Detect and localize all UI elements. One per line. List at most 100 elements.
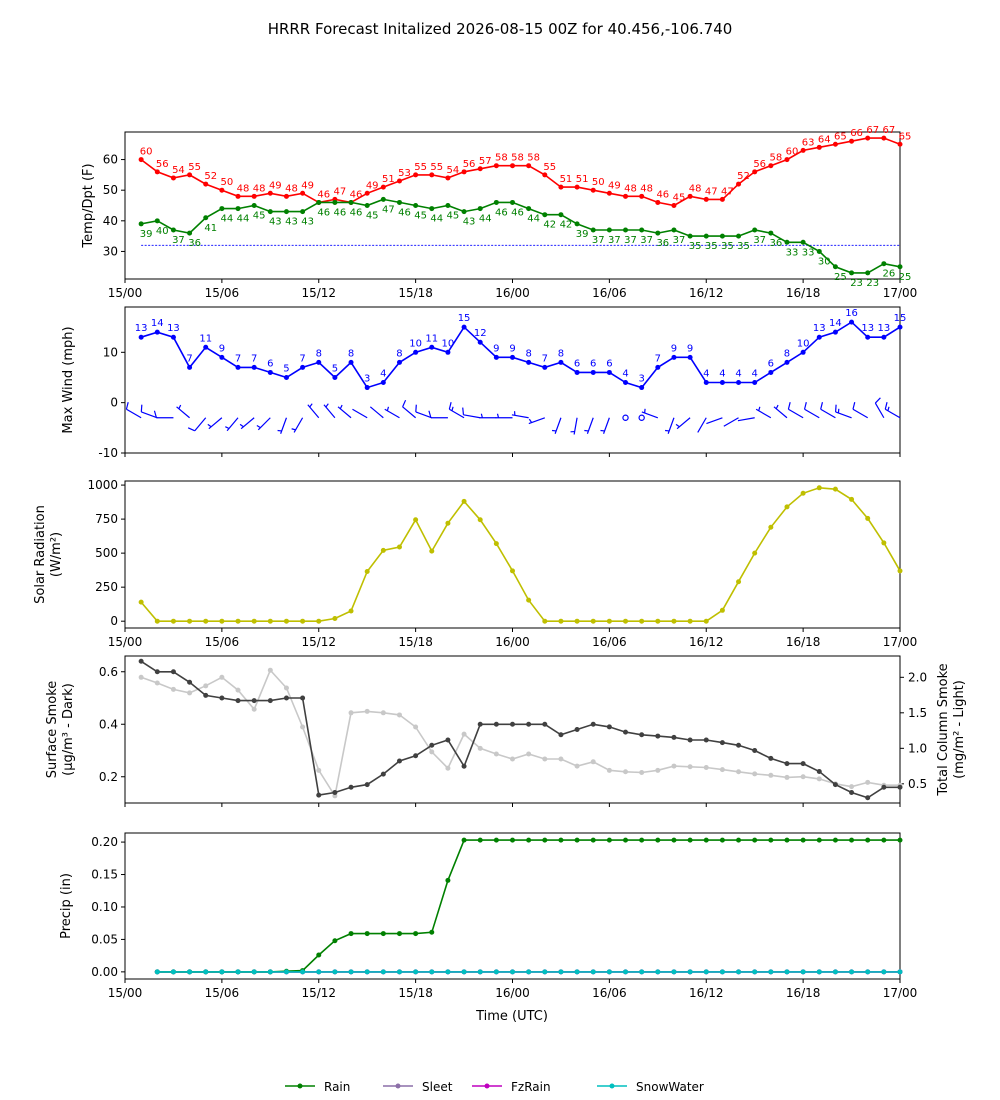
temp-label: 58 [495,153,508,164]
temp-point [267,190,273,196]
temp-label: 48 [689,183,702,194]
dewpoint-point [283,209,289,215]
precip-snowwater-point [671,969,677,975]
solar-point [768,524,774,530]
x-tick-label: 17/00 [883,986,918,1000]
dewpoint-point [445,203,451,208]
dewpoint-label: 42 [560,220,573,231]
wind-label: 8 [348,348,354,359]
precip-rain-point [574,837,580,843]
precip-snowwater-point [639,969,645,975]
temp-label: 58 [769,153,782,164]
smoke-column-point [719,767,725,773]
wind-point [800,349,806,355]
solar-point [671,618,677,624]
wind-barb [291,417,304,433]
x-tick-label: 16/18 [786,635,821,649]
precip-snowwater-point [719,969,725,975]
panels: 15/00 15/06 15/12 15/18 16/00 16/06 16/12 16/18… [33,125,967,1000]
wind-barb [428,410,448,419]
wind-barb-half [386,406,390,411]
wind-barb-flag [462,407,465,415]
smoke-column-point [590,759,596,765]
precip-snowwater-point [493,969,499,975]
smoke-column-point [526,751,532,757]
wind-point [655,364,661,370]
smoke-surface-point [316,792,322,798]
dewpoint-point [736,233,742,239]
smoke-column-point [154,680,160,686]
temp-point [671,203,677,208]
dewpoint-label: 35 [705,241,718,252]
smoke-surface-point [219,695,225,701]
dewpoint-point [477,206,483,212]
y-tick-label: 0.15 [91,868,118,882]
smoke-column-point [816,776,822,782]
dewpoint-label: 46 [495,207,508,218]
solar-point [703,618,709,624]
wind-barb [511,411,529,419]
wind-barb [874,397,885,419]
precip-snowwater-point [865,969,871,975]
dewpoint-point [881,261,887,267]
temp-point [510,163,515,169]
legend-marker [609,1083,615,1089]
smoke-column-point [800,774,806,780]
temp-point [768,163,774,169]
precip-rain-line [157,839,900,973]
y2-tick-label: 1.0 [908,741,927,755]
precip-rain-point [380,931,386,937]
solar-point [655,618,661,624]
wind-point [396,359,402,365]
wind-label: 14 [151,318,164,329]
smoke-surface-point [396,758,402,764]
wind-point [865,334,871,340]
precip-rain-point [510,837,515,843]
smoke-column-point [396,712,402,718]
solar-point [865,515,871,521]
wind-barb-shaft [804,408,820,419]
temp-label: 48 [237,183,250,194]
wind-label: 16 [845,308,858,319]
wind-point [364,385,370,391]
dewpoint-label: 44 [221,214,234,225]
temp-label: 53 [398,168,411,179]
temp-point [736,181,742,187]
dewpoint-point [219,206,225,212]
smoke-surface-point [590,721,596,727]
smoke-column-point [703,764,709,770]
temp-point [154,169,160,175]
wind-label: 8 [784,348,790,359]
panel-frame [124,480,901,629]
wind-barb-half [496,413,500,418]
solar-point [219,618,225,624]
y-axis-label-units: (µg/m³ - Dark) [61,683,76,776]
precip-snowwater-point [316,969,322,975]
solar-point [784,504,790,510]
wind-barb-half [887,406,890,411]
temp-point [623,193,629,199]
dewpoint-label: 44 [430,214,443,225]
smoke-column-point [542,756,548,762]
wind-point [671,354,677,360]
dewpoint-point [396,199,402,205]
wind-barb-shaft [788,408,804,419]
dewpoint-point [461,209,467,215]
wind-point [719,380,725,386]
wind-barb [479,413,497,419]
wind-point [300,364,306,370]
wind-label: 4 [622,369,628,380]
smoke-surface-point [364,782,370,788]
wind-barb-half [256,425,261,429]
dewpoint-point [235,206,241,212]
wind-barb-flag [153,410,158,418]
precip-snowwater-point [219,969,225,975]
solar-point [251,618,257,624]
temp-line [140,137,901,207]
x-tick-label: 15/06 [205,986,240,1000]
wind-barb-half [309,403,313,408]
temp-point [865,135,871,141]
wind-line [140,321,901,389]
precip-snowwater-point [574,969,580,975]
legend-marker [395,1083,401,1089]
